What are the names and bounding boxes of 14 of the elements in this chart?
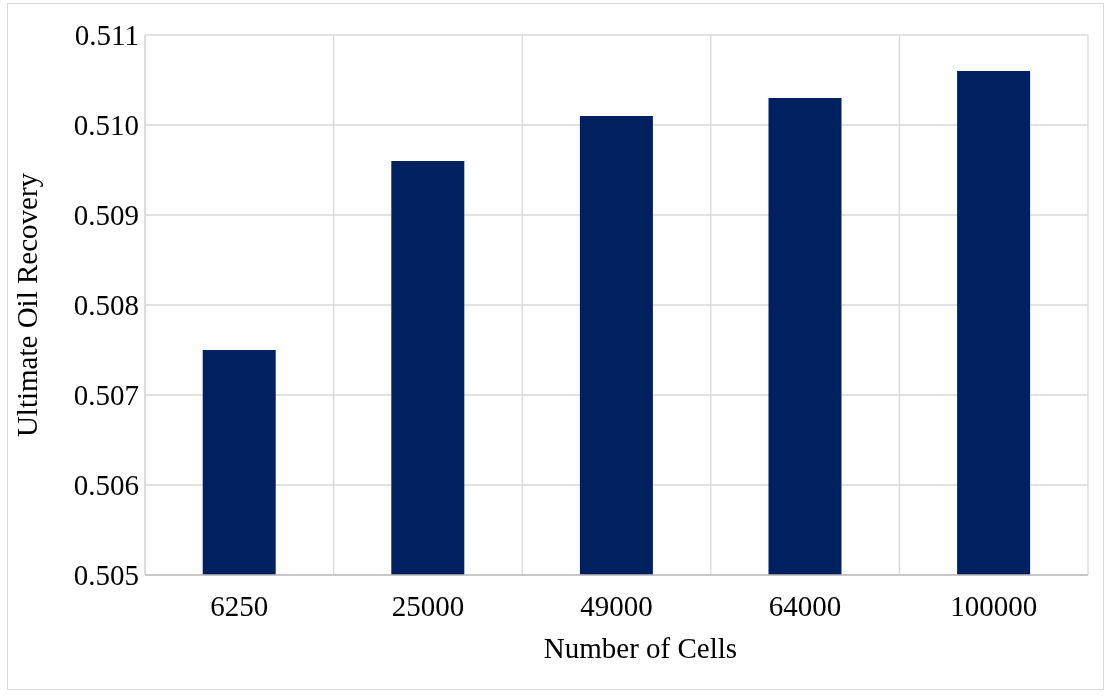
- x-tick-label: 100000: [950, 589, 1038, 622]
- y-axis-title: Ultimate Oil Recovery: [11, 172, 43, 438]
- y-tick-label: 0.508: [73, 289, 139, 322]
- y-tick-label: 0.511: [74, 19, 139, 52]
- y-tick-label: 0.509: [73, 199, 139, 232]
- x-tick-label: 6250: [210, 589, 269, 622]
- y-tick-label: 0.510: [73, 109, 139, 142]
- x-tick-label: 49000: [580, 589, 653, 622]
- y-tick-label: 0.505: [73, 559, 139, 592]
- x-axis-title: Number of Cells: [543, 632, 738, 664]
- y-tick-label: 0.507: [73, 379, 139, 412]
- x-tick-label: 25000: [391, 589, 465, 622]
- x-tick-label: 64000: [768, 589, 842, 622]
- y-tick-label: 0.506: [73, 469, 139, 502]
